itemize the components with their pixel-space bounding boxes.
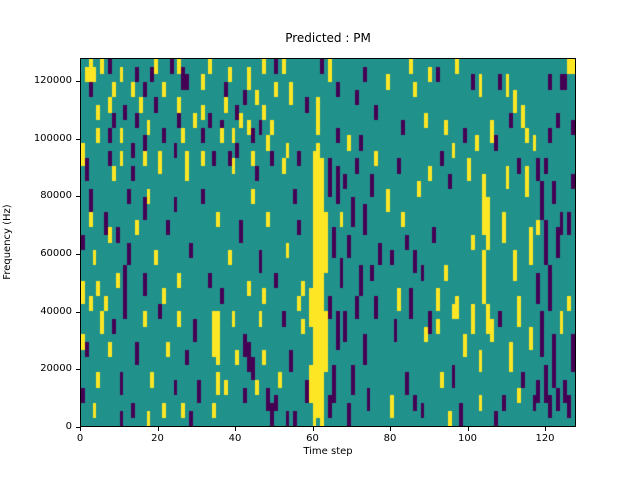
x-tick-label: 100 [457,433,478,444]
chart-title: Predicted : PM [285,31,371,45]
y-tick-label: 120000 [33,75,72,87]
x-tick-mark [312,427,314,431]
heatmap-canvas [81,59,575,426]
x-tick-mark [467,427,469,431]
x-tick-mark [235,427,236,431]
y-tick-mark [76,254,80,256]
y-tick-label: 40000 [40,305,72,317]
x-tick-mark [390,427,391,431]
x-tick-label: 60 [306,433,319,444]
x-tick-label: 0 [76,433,84,444]
y-tick-mark [76,196,80,198]
y-tick-mark [76,369,80,371]
y-tick-label: 80000 [40,190,72,202]
x-tick-label: 120 [535,433,555,444]
x-tick-mark [157,427,159,431]
y-tick-mark [76,311,80,313]
x-tick-label: 20 [151,433,164,444]
x-tick-label: 80 [383,433,397,444]
x-tick-mark [545,427,546,431]
y-tick-label: 100000 [33,132,72,144]
y-axis-label: Frequency (Hz) [2,204,13,280]
y-tick-label: 60000 [40,248,72,260]
plot-area [80,58,576,427]
y-tick-mark [76,81,80,83]
x-tick-mark [80,427,81,431]
y-tick-mark [76,427,80,428]
y-tick-mark [76,138,80,140]
x-tick-label: 40 [228,433,242,444]
y-tick-label: 0 [65,421,72,432]
y-tick-label: 20000 [40,363,72,375]
x-axis-label: Time step [303,446,353,457]
